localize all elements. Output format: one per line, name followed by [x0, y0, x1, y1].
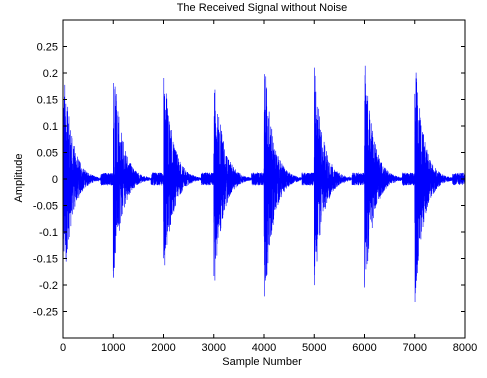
x-tick-label: 1000 — [101, 342, 125, 354]
x-tick-label: 0 — [60, 342, 66, 354]
plot-area: 0 1000 2000 3000 4000 5000 6000 7000 8000 -0.25 -0… — [33, 19, 477, 354]
y-tick-label: -0.1 — [39, 227, 58, 239]
y-tick-label: 0.05 — [37, 148, 58, 160]
y-tick-label: 0.2 — [43, 68, 58, 80]
x-axis-label: Sample Number — [222, 356, 302, 368]
y-tick-label: 0.15 — [37, 95, 58, 107]
x-tick-label: 7000 — [403, 342, 427, 354]
y-axis-label: Amplitude — [13, 154, 25, 203]
x-tick-label: 8000 — [453, 342, 477, 354]
x-tick-label: 3000 — [202, 342, 226, 354]
y-tick-label: 0.1 — [43, 121, 58, 133]
x-tick-label: 4000 — [252, 342, 276, 354]
chart-title: The Received Signal without Noise — [177, 2, 348, 14]
y-tick-label: -0.2 — [39, 280, 58, 292]
x-tick-label: 2000 — [151, 342, 175, 354]
y-tick-label: 0 — [52, 174, 58, 186]
y-tick-label: 0.25 — [37, 42, 58, 54]
x-tick-label: 6000 — [352, 342, 376, 354]
y-tick-label: -0.05 — [33, 201, 58, 213]
signal-series-line — [62, 55, 466, 302]
y-tick-label: -0.25 — [33, 307, 58, 319]
y-tick-label: -0.15 — [33, 254, 58, 266]
x-tick-label: 5000 — [302, 342, 326, 354]
